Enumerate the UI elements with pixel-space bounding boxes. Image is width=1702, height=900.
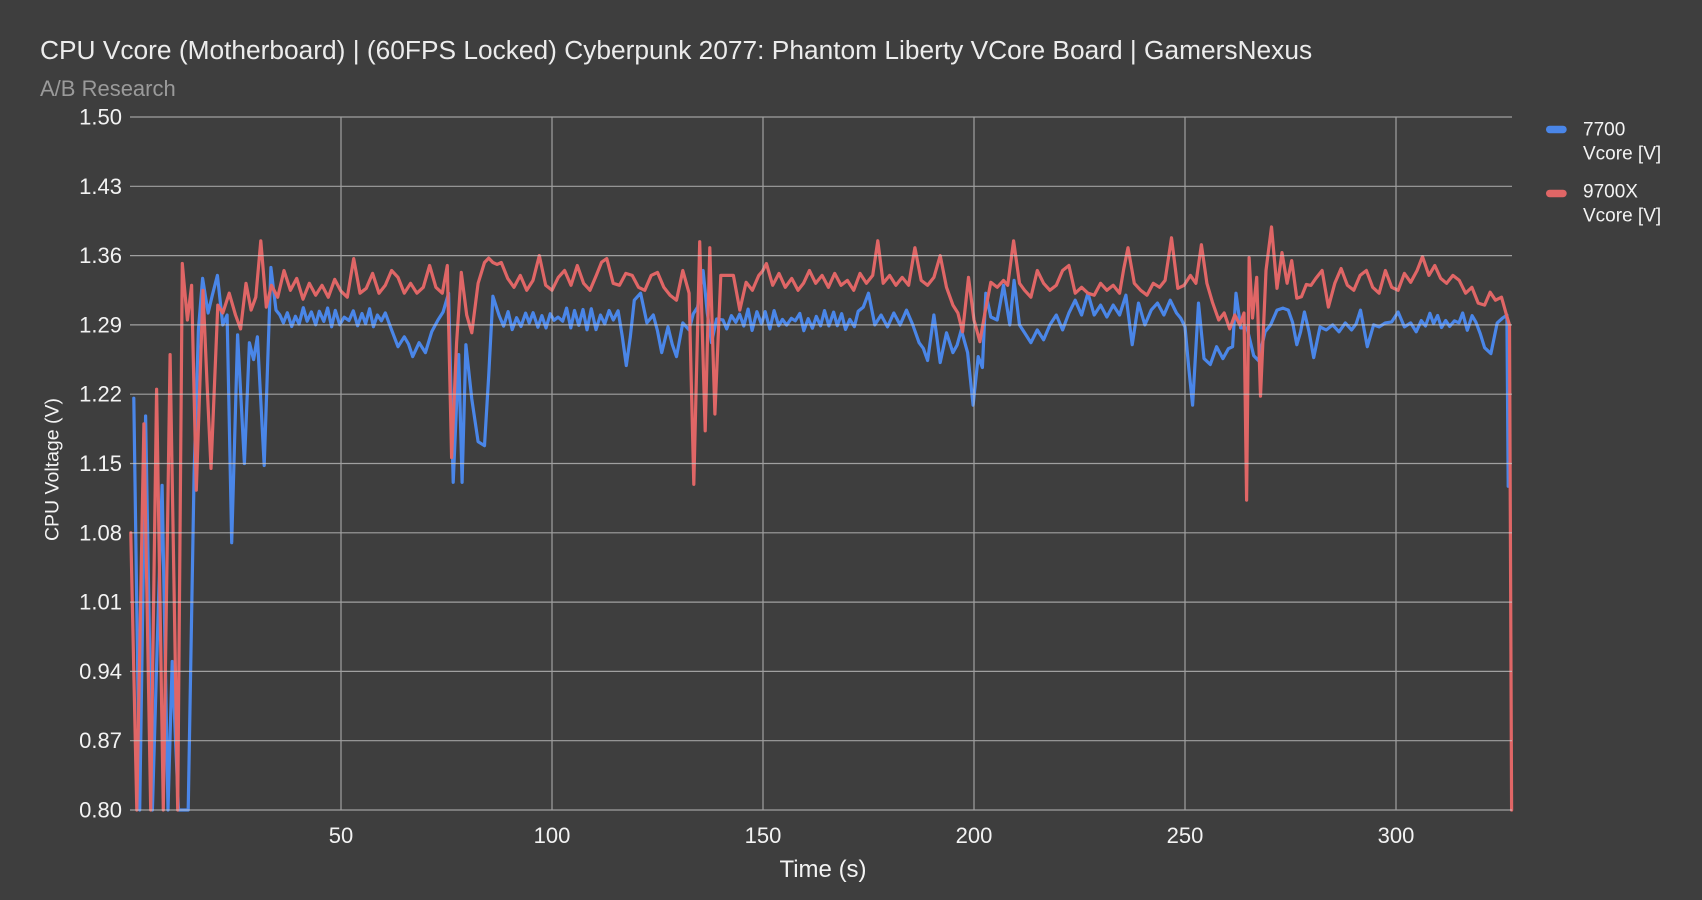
- svg-text:1.15: 1.15: [79, 451, 122, 476]
- svg-text:0.94: 0.94: [79, 659, 122, 684]
- svg-text:1.36: 1.36: [79, 243, 122, 268]
- svg-text:CPU Vcore (Motherboard) | (60F: CPU Vcore (Motherboard) | (60FPS Locked)…: [40, 35, 1312, 65]
- svg-text:200: 200: [956, 823, 993, 848]
- svg-text:0.87: 0.87: [79, 728, 122, 753]
- svg-text:9700X: 9700X: [1583, 182, 1638, 203]
- svg-text:Time (s): Time (s): [779, 856, 866, 883]
- svg-text:1.22: 1.22: [79, 382, 122, 407]
- svg-text:CPU Voltage (V): CPU Voltage (V): [42, 398, 64, 541]
- svg-text:250: 250: [1167, 823, 1204, 848]
- svg-text:150: 150: [745, 823, 782, 848]
- svg-text:1.29: 1.29: [79, 312, 122, 337]
- svg-text:Vcore [V]: Vcore [V]: [1583, 144, 1661, 165]
- svg-text:A/B Research: A/B Research: [40, 76, 176, 101]
- svg-text:7700: 7700: [1583, 120, 1625, 141]
- svg-text:1.50: 1.50: [79, 105, 122, 130]
- svg-text:0.80: 0.80: [79, 798, 122, 823]
- svg-text:50: 50: [329, 823, 353, 848]
- svg-text:1.01: 1.01: [79, 590, 122, 615]
- svg-text:Vcore [V]: Vcore [V]: [1583, 206, 1661, 227]
- svg-text:100: 100: [534, 823, 571, 848]
- svg-text:300: 300: [1378, 823, 1415, 848]
- svg-text:1.43: 1.43: [79, 174, 122, 199]
- svg-text:1.08: 1.08: [79, 520, 122, 545]
